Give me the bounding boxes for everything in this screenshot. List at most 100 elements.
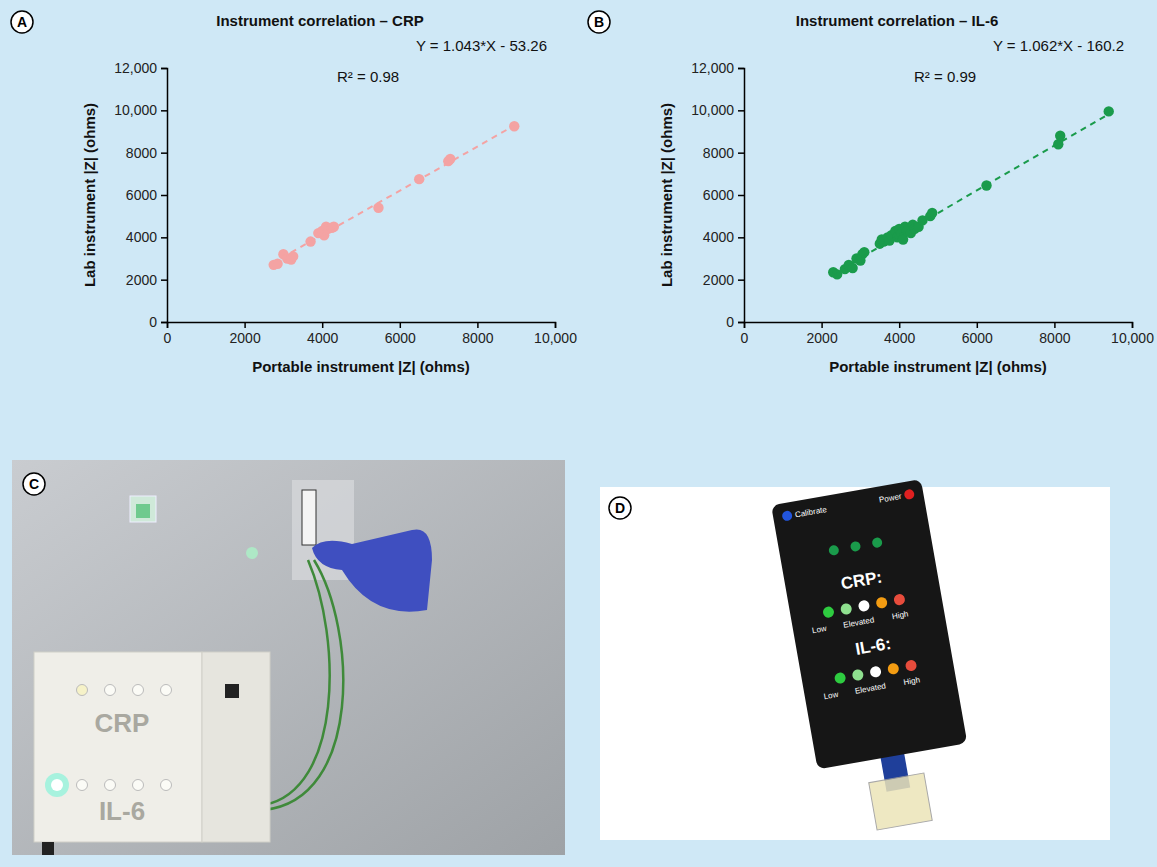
panel-letter-ring xyxy=(609,497,631,519)
x-tick: 8000 xyxy=(462,322,493,346)
x-axis-title: Portable instrument |Z| (ohms) xyxy=(252,358,470,375)
row-label: CRP: xyxy=(839,567,883,593)
level-label: High xyxy=(891,609,909,621)
button-label: Calibrate xyxy=(794,505,828,520)
y-tick-label: 0 xyxy=(726,314,734,330)
lit-led xyxy=(45,773,69,797)
power-jack xyxy=(42,842,54,855)
lit-led-core xyxy=(51,779,63,791)
y-tick: 10,000 xyxy=(114,102,167,118)
x-tick: 0 xyxy=(741,322,749,346)
x-tick-mark xyxy=(400,322,402,328)
panel-letter: A xyxy=(17,14,27,30)
panel-letter: B xyxy=(594,14,604,30)
y-tick-label: 4000 xyxy=(126,229,157,245)
plot-marks xyxy=(828,106,1114,279)
device-render: Calibrate Power CRP: Low Elevated High IL-6: Lo… xyxy=(771,479,979,838)
y-axis: 0 2000 4000 6000 8000 10,000 12,000 xyxy=(691,60,744,330)
chart-panel: AInstrument correlation – CRP02000400060… xyxy=(11,11,577,375)
wire xyxy=(264,560,330,805)
trend-line xyxy=(833,114,1108,274)
x-tick-label: 6000 xyxy=(385,330,416,346)
x-tick: 10,000 xyxy=(534,322,577,346)
chart-panel: BInstrument correlation – IL-60200040006… xyxy=(588,11,1154,375)
x-axis: 0200040006000800010,000 xyxy=(164,322,578,346)
y-tick-label: 8000 xyxy=(703,145,734,161)
y-tick-label: 6000 xyxy=(703,187,734,203)
device-led xyxy=(133,780,144,791)
x-tick-mark xyxy=(1132,322,1134,328)
panel-letter-ring xyxy=(588,11,610,33)
x-tick-label: 2000 xyxy=(807,330,838,346)
y-tick: 6000 xyxy=(126,187,167,203)
panel-letter: D xyxy=(615,500,625,516)
y-axis-title: Lab instrument |Z| (ohms) xyxy=(81,103,98,287)
x-tick: 10,000 xyxy=(1111,322,1154,346)
y-tick: 8000 xyxy=(126,145,167,161)
device-led xyxy=(161,780,172,791)
annotation: Y = 1.043*X - 53.26 xyxy=(416,37,547,54)
x-tick: 2000 xyxy=(230,322,261,346)
scatter-point xyxy=(373,202,383,212)
y-tick-mark xyxy=(738,195,744,197)
x-axis-line xyxy=(168,323,556,329)
device-case xyxy=(771,479,967,769)
y-tick: 10,000 xyxy=(691,102,744,118)
x-tick-mark xyxy=(322,322,324,328)
level-led xyxy=(893,593,906,606)
trend-line xyxy=(272,126,515,264)
button-label: Power xyxy=(878,492,902,505)
x-tick: 8000 xyxy=(1039,322,1070,346)
level-label: Low xyxy=(823,690,839,701)
cuvette-liquid xyxy=(136,504,150,518)
scatter-point xyxy=(1104,106,1114,116)
device-led xyxy=(161,685,172,696)
x-axis-title: Portable instrument |Z| (ohms) xyxy=(829,358,1047,375)
y-axis-title: Lab instrument |Z| (ohms) xyxy=(658,103,675,287)
x-tick-label: 10,000 xyxy=(534,330,577,346)
level-label: Low xyxy=(811,624,827,635)
cuvette xyxy=(130,496,156,522)
y-tick: 2000 xyxy=(703,272,744,288)
panel-letter-ring xyxy=(11,11,33,33)
device-label: IL-6 xyxy=(99,796,145,826)
x-tick: 0 xyxy=(164,322,172,346)
device-led xyxy=(133,685,144,696)
y-tick: 2000 xyxy=(126,272,167,288)
level-led xyxy=(905,659,918,672)
level-label: High xyxy=(903,675,921,687)
level-label: Elevated xyxy=(854,681,886,695)
x-tick-mark xyxy=(977,322,979,328)
y-tick-label: 6000 xyxy=(126,187,157,203)
y-tick-mark xyxy=(738,152,744,154)
level-led xyxy=(851,669,864,682)
x-tick: 2000 xyxy=(807,322,838,346)
status-led xyxy=(850,541,862,553)
panel-letter: C xyxy=(29,476,39,492)
y-tick-mark xyxy=(738,110,744,112)
x-axis: 0200040006000800010,000 xyxy=(741,322,1155,346)
y-tick: 0 xyxy=(149,314,167,330)
electrode xyxy=(302,490,316,545)
device-switch xyxy=(225,684,239,698)
y-tick: 12,000 xyxy=(114,60,167,76)
x-tick-mark xyxy=(244,322,246,328)
y-axis-line xyxy=(738,69,745,323)
y-tick: 4000 xyxy=(703,229,744,245)
x-tick-label: 0 xyxy=(164,330,172,346)
annotation: Y = 1.062*X - 160.2 xyxy=(993,37,1124,54)
row-label: IL-6: xyxy=(854,634,893,659)
x-axis-line xyxy=(745,323,1133,329)
x-tick: 4000 xyxy=(884,322,915,346)
level-led xyxy=(869,665,882,678)
x-tick-mark xyxy=(821,322,823,328)
device-led xyxy=(105,685,116,696)
y-tick-mark xyxy=(161,110,167,112)
x-tick-label: 0 xyxy=(741,330,749,346)
wire xyxy=(264,560,343,810)
scatter-point xyxy=(272,259,282,269)
y-tick-mark xyxy=(161,322,167,324)
x-tick-mark xyxy=(477,322,479,328)
status-led xyxy=(828,544,840,556)
y-tick: 12,000 xyxy=(691,60,744,76)
